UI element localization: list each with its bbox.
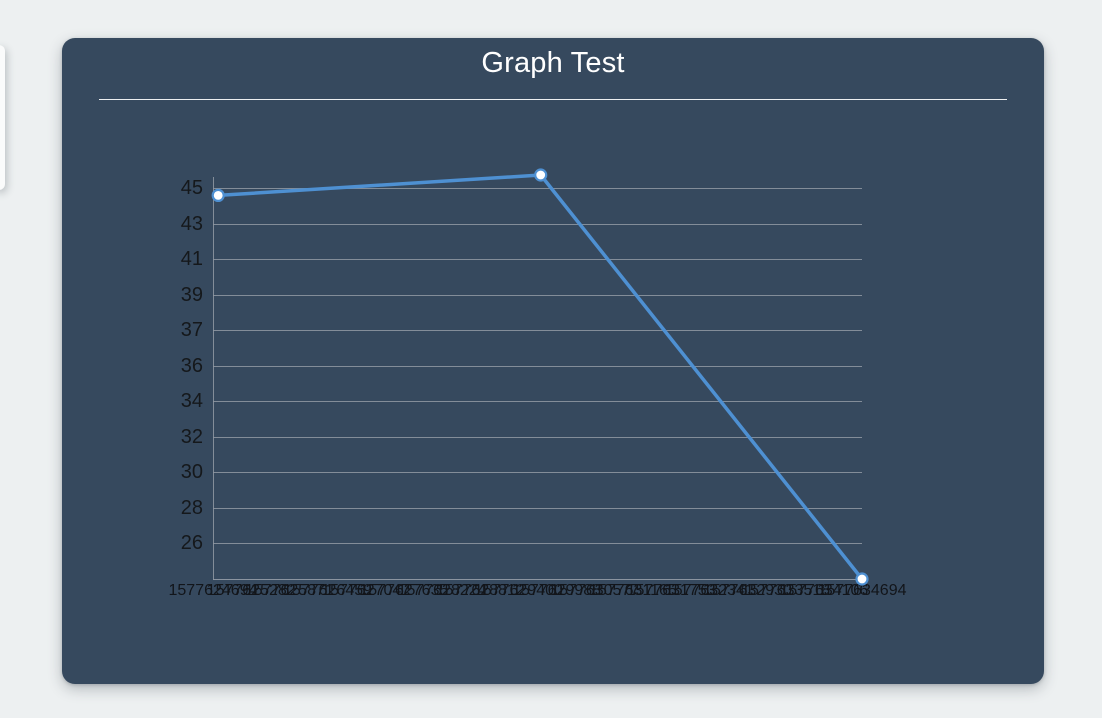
- y-axis-line: [213, 177, 214, 580]
- y-axis-label: 37: [180, 319, 203, 341]
- x-axis-label: 1577632930: [702, 582, 792, 599]
- y-axis-label: 28: [180, 496, 203, 519]
- x-axis-label: 1577627635: [359, 582, 449, 599]
- gridline: [213, 259, 862, 260]
- gridline: [213, 365, 862, 367]
- chart-line: [216, 173, 864, 581]
- gridline: [213, 294, 862, 296]
- data-point-marker[interactable]: [534, 168, 548, 182]
- data-point-marker[interactable]: [855, 572, 869, 586]
- gridline: [213, 330, 862, 331]
- graph-card: Graph Test 45 43 41 39 37 36 34 32 30 28 26 157762…: [62, 38, 1044, 684]
- x-axis-label: 1577629988: [512, 582, 602, 599]
- x-axis-label: 1577634694: [817, 582, 907, 599]
- page-title: Graph Test: [481, 47, 625, 79]
- x-axis-label: 1577625871: [244, 582, 334, 599]
- x-axis-label: 1577633518: [741, 582, 831, 599]
- gridline: [213, 507, 862, 509]
- y-axis-label: 36: [180, 354, 203, 377]
- x-axis-label: 1577632341: [664, 582, 754, 599]
- y-axis-label: 45: [180, 177, 203, 199]
- x-axis-label: 1577625282: [206, 582, 296, 599]
- gridline: [213, 401, 862, 402]
- line-chart: 45 43 41 39 37 36 34 32 30 28 26 1577624694 1577625…: [169, 168, 906, 599]
- y-axis-label: 30: [180, 461, 203, 483]
- chart-canvas: [211, 168, 869, 586]
- x-axis-label: 1577628224: [397, 582, 487, 599]
- y-axis-label: 41: [180, 248, 203, 270]
- x-axis-line: [213, 579, 862, 580]
- y-axis-label: 32: [180, 425, 203, 448]
- gridline: [213, 543, 862, 544]
- y-axis-label: 43: [180, 212, 203, 235]
- x-axis-label: 1577627047: [321, 582, 411, 599]
- title-divider: [99, 99, 1007, 100]
- left-edge-card-peek: [0, 45, 5, 190]
- x-axis-label: 1577626459: [283, 582, 373, 599]
- gridline: [213, 436, 862, 438]
- data-point-marker[interactable]: [211, 188, 225, 203]
- y-axis-label: 34: [180, 390, 203, 412]
- x-axis-label: 1577628812: [435, 582, 525, 599]
- x-axis-label: 1577624694: [168, 582, 258, 599]
- gridline: [213, 472, 862, 473]
- y-axis-label: 26: [180, 532, 203, 554]
- y-axis-label: 39: [180, 283, 203, 306]
- gridline: [213, 223, 862, 225]
- x-axis-label: 1577631165: [589, 582, 677, 599]
- x-axis-label: 1577629400: [473, 582, 563, 599]
- x-axis-label: 1577634106: [779, 582, 869, 599]
- x-axis-label: 1577631753: [626, 582, 716, 599]
- gridline: [213, 188, 862, 189]
- x-axis-label: 1577630577: [550, 582, 640, 599]
